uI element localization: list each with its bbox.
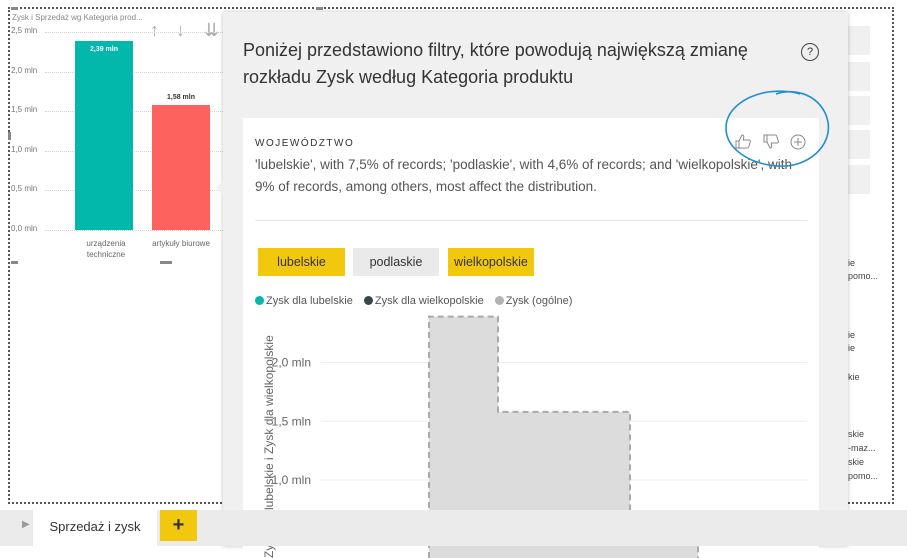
- y-tick-label: 0,0 mln: [11, 224, 38, 233]
- resize-handle[interactable]: [8, 132, 11, 140]
- data-label: 1,58 mln: [166, 93, 195, 101]
- y-tick-label: 2,0 mln: [11, 65, 38, 75]
- gridline: [45, 32, 225, 33]
- background-row: [848, 130, 870, 159]
- tab-sprzedaz-i-zysk[interactable]: Sprzedaż i zysk: [33, 510, 157, 546]
- thumbs-up-icon[interactable]: [735, 134, 751, 152]
- annotation-circle: [725, 90, 830, 167]
- background-text: ie: [848, 258, 856, 268]
- filter-chip-wielkopolskie[interactable]: wielkopolskie: [448, 248, 534, 276]
- y-tick-label: 2,5 mln: [11, 26, 38, 35]
- gridline: [45, 111, 225, 113]
- category-label: urządzenia techniczne: [86, 239, 126, 259]
- bar[interactable]: [75, 40, 133, 230]
- y-tick-label: 2,0 mln: [272, 356, 311, 370]
- category-label: artykuły biurowe: [152, 239, 210, 248]
- insights-panel: Poniżej przedstawiono filtry, które powo…: [216, 12, 848, 558]
- gridline: [45, 71, 225, 73]
- panel-pointer: [216, 180, 224, 196]
- background-text: pomo...: [848, 271, 879, 281]
- chevron-right-icon[interactable]: ▶: [22, 519, 30, 530]
- data-label: 2,39 mln: [89, 45, 118, 53]
- filter-chip-lubelskie[interactable]: lubelskie: [258, 248, 345, 276]
- legend-item: Zysk dla lubelskie: [255, 295, 353, 307]
- y-tick-label: 0,5 mln: [11, 184, 38, 194]
- thumbs-down-icon[interactable]: [763, 134, 779, 152]
- y-tick-label: 1,5 mln: [272, 414, 311, 428]
- resize-handle[interactable]: [160, 261, 172, 264]
- panel-title: Poniżej przedstawiono filtry, które powo…: [243, 40, 748, 87]
- resize-handle[interactable]: [316, 7, 323, 10]
- resize-handle[interactable]: [11, 261, 18, 264]
- help-icon[interactable]: ?: [801, 43, 819, 61]
- card-heading: WOJEWÓDZTWO: [255, 138, 355, 149]
- add-circle-icon[interactable]: [790, 134, 806, 153]
- background-row: [848, 96, 870, 125]
- divider: [255, 220, 807, 221]
- legend-dot: [363, 296, 373, 305]
- background-text: -maz...: [848, 443, 876, 453]
- legend-dot: [494, 296, 504, 305]
- gridline: [45, 190, 225, 192]
- card-description: 'lubelskie', with 7,5% of records; 'podl…: [255, 157, 792, 194]
- background-text: pomo...: [848, 471, 879, 481]
- gridline: [45, 150, 225, 152]
- y-tick-label: 1,5 mln: [11, 105, 38, 115]
- background-text: skie: [848, 457, 865, 467]
- y-tick-label: 1,0 mln: [272, 473, 311, 487]
- background-text: ie: [848, 330, 856, 340]
- filter-chip-podlaskie[interactable]: podlaskie: [353, 248, 439, 276]
- arrow-up-icon[interactable]: ↑: [150, 20, 159, 40]
- legend-item: Zysk dla wielkopolskie: [363, 295, 484, 307]
- y-axis-title: Zysk dla lubelskie i Zysk dla wielkopols…: [262, 335, 276, 558]
- background-row: [848, 26, 870, 55]
- background-row: [848, 62, 870, 91]
- insight-card: WOJEWÓDZTWO 'lubelskie', with 7,5% of re…: [243, 118, 819, 558]
- y-tick-label: 1,0 mln: [11, 144, 38, 154]
- double-arrow-down-icon[interactable]: ⇊: [204, 20, 220, 40]
- background-text: ie: [848, 343, 856, 353]
- background-text: skie: [848, 429, 865, 439]
- add-page-button[interactable]: +: [160, 510, 197, 541]
- background-text: kie: [848, 372, 860, 382]
- background-row: [848, 165, 870, 194]
- chart-title: Zysk i Sprzedaż wg Kategoria prod...: [12, 13, 143, 22]
- gridline: [45, 230, 225, 231]
- bar-chart-visual[interactable]: Zysk i Sprzedaż wg Kategoria prod... ↑ ↓…: [10, 10, 225, 263]
- arrow-down-icon[interactable]: ↓: [176, 20, 185, 40]
- bar[interactable]: [152, 104, 210, 230]
- resize-handle[interactable]: [11, 7, 18, 10]
- legend-item: Zysk (ogólne): [494, 295, 572, 307]
- chart-legend: Zysk dla lubelskie Zysk dla wielkopolski…: [255, 295, 580, 307]
- legend-dot: [255, 296, 264, 305]
